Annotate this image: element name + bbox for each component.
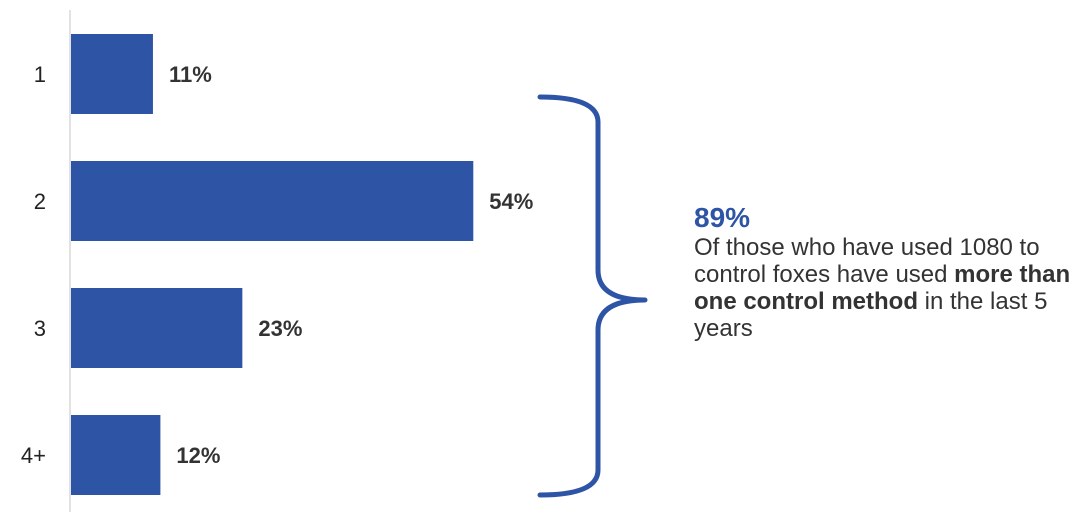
value-label-2: 54% bbox=[489, 189, 533, 214]
value-label-4+: 12% bbox=[176, 443, 220, 468]
callout-text-2: in the last 5 years bbox=[694, 288, 1048, 342]
category-labels: 1 2 3 4+ bbox=[21, 62, 46, 468]
callout-text-1: Of those who have used 1080 to control f… bbox=[694, 234, 1040, 288]
category-label-3: 3 bbox=[34, 316, 46, 341]
callout-text-bold: more than one control method bbox=[694, 261, 1071, 315]
value-label-3: 23% bbox=[258, 316, 302, 341]
value-labels: 11% 54% 23% 12% bbox=[169, 62, 533, 468]
category-label-4+: 4+ bbox=[21, 443, 46, 468]
callout: 89% Of those who have used 1080 to contr… bbox=[694, 202, 1074, 342]
bar-3 bbox=[71, 288, 243, 368]
grouping-brace bbox=[537, 94, 648, 498]
bar-1 bbox=[71, 34, 153, 114]
bar-2 bbox=[71, 161, 474, 241]
value-label-1: 11% bbox=[169, 62, 212, 87]
category-label-2: 2 bbox=[34, 189, 46, 214]
callout-headline: 89% bbox=[694, 202, 751, 233]
category-label-1: 1 bbox=[34, 62, 46, 87]
bar-4+ bbox=[71, 415, 161, 495]
bars bbox=[71, 34, 474, 495]
